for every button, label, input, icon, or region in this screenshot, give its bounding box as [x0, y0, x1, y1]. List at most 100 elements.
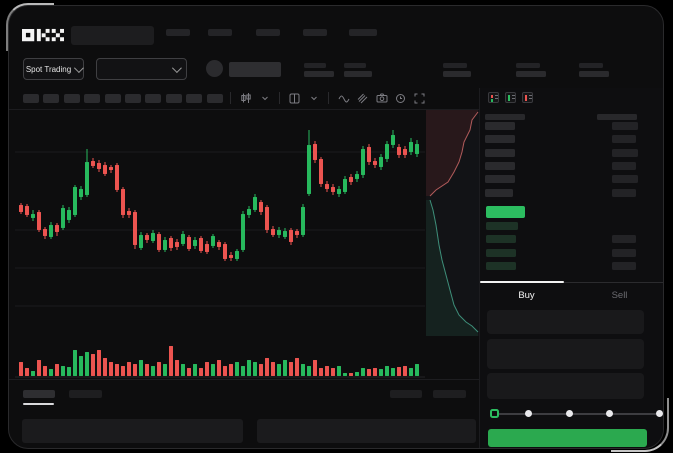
bid-price[interactable] [486, 261, 516, 270]
chevron-down-icon[interactable] [257, 91, 272, 105]
ask-mark [524, 94, 527, 101]
amount-slider[interactable] [490, 408, 663, 418]
order-input-2[interactable] [487, 339, 644, 369]
okx-app-window: Spot Trading [8, 5, 664, 449]
stat-label [344, 63, 366, 68]
ask-amount [612, 161, 636, 170]
slider-stop[interactable] [656, 410, 663, 417]
timeframe-button[interactable] [23, 93, 39, 103]
active-tab-indicator [23, 403, 54, 405]
bottom-action-1[interactable] [390, 390, 422, 398]
layout-icon[interactable] [287, 91, 302, 105]
divider [230, 92, 231, 104]
ask-amount [612, 135, 636, 144]
timeframe-button[interactable] [206, 93, 223, 103]
book-asks-icon[interactable] [522, 92, 533, 103]
stat-label [304, 63, 326, 68]
ask-amount [612, 122, 638, 130]
timeframe-button[interactable] [145, 93, 162, 103]
timeframe-button[interactable] [43, 93, 60, 103]
nav-item[interactable] [208, 29, 232, 36]
bottom-tab-1[interactable] [23, 390, 55, 398]
camera-icon[interactable] [374, 91, 389, 105]
ask-price[interactable] [485, 148, 515, 157]
timeframe-button[interactable] [84, 93, 101, 103]
nav-item[interactable] [256, 29, 280, 36]
chart-toolbar [9, 88, 479, 108]
bid-price[interactable] [486, 222, 518, 230]
settings-circle-icon[interactable] [393, 91, 408, 105]
timeframe-button[interactable] [165, 93, 182, 103]
tab-buy[interactable]: Buy [518, 289, 535, 301]
slider-handle[interactable] [490, 408, 499, 418]
buy-submit-button[interactable] [488, 429, 647, 447]
chevron-down-icon[interactable] [306, 91, 321, 105]
bottom-tab-2[interactable] [69, 390, 102, 398]
ask-price[interactable] [485, 188, 513, 197]
ask-price[interactable] [485, 122, 515, 130]
market-type-label: Spot Trading [25, 64, 72, 74]
nav-item[interactable] [166, 29, 190, 36]
bottom-action-2[interactable] [433, 390, 466, 398]
timeframe-button[interactable] [104, 93, 121, 103]
indicators-icon[interactable] [336, 91, 351, 105]
line [511, 95, 515, 97]
line [528, 95, 532, 97]
bid-price[interactable] [486, 235, 516, 244]
divider [9, 379, 479, 380]
stat-value [344, 71, 372, 77]
fullscreen-icon[interactable] [412, 91, 427, 105]
stat-label [579, 63, 603, 68]
stat-value [304, 71, 334, 77]
trading-pair-dropdown[interactable] [96, 58, 187, 80]
nav-item[interactable] [349, 29, 377, 36]
candlestick-chart[interactable] [15, 110, 425, 336]
ask-mark [490, 94, 493, 98]
ask-amount [612, 188, 636, 197]
tab-sell[interactable]: Sell [611, 289, 628, 301]
nav-item[interactable] [303, 29, 327, 36]
stat-label [516, 63, 540, 68]
stat-value [516, 71, 546, 77]
bid-amount [612, 261, 636, 270]
divider [9, 109, 479, 110]
candle-type-icon[interactable] [238, 91, 253, 105]
stat-value [443, 71, 471, 77]
last-price-badge[interactable] [486, 206, 525, 218]
search-input[interactable] [71, 26, 154, 45]
history-panel-2 [257, 419, 476, 443]
slider-stop[interactable] [525, 410, 532, 417]
ask-price[interactable] [485, 175, 515, 184]
order-input-1[interactable] [487, 310, 644, 334]
order-input-3[interactable] [487, 373, 644, 399]
column-header-amount [597, 114, 637, 120]
pair-name [229, 62, 281, 77]
book-bids-icon[interactable] [505, 92, 516, 103]
ask-amount [612, 175, 638, 184]
slider-stop[interactable] [606, 410, 613, 417]
bid-price[interactable] [486, 248, 516, 257]
market-type-dropdown[interactable]: Spot Trading [23, 58, 85, 80]
okx-logo-icon [22, 28, 64, 48]
book-combined-icon[interactable] [488, 92, 499, 103]
history-panel-1 [22, 419, 243, 443]
slider-stop[interactable] [566, 410, 573, 417]
volume-chart [15, 346, 425, 378]
compare-icon[interactable] [355, 91, 370, 105]
timeframe-button[interactable] [63, 93, 80, 103]
timeframe-button[interactable] [186, 93, 203, 103]
orderbook-view-switcher [488, 92, 533, 103]
ask-price[interactable] [485, 161, 515, 170]
line [494, 95, 498, 97]
coin-circle-icon [206, 60, 223, 77]
bid-mark [507, 94, 510, 101]
line [494, 98, 498, 100]
buy-sell-tabs: Buy Sell [480, 284, 663, 306]
bid-amount [612, 235, 636, 244]
chart-toolbar-icons [225, 88, 479, 108]
ask-price[interactable] [485, 135, 515, 144]
chevron-down-icon [171, 62, 182, 73]
timeframe-button[interactable] [124, 93, 141, 103]
stat-value [579, 71, 609, 77]
